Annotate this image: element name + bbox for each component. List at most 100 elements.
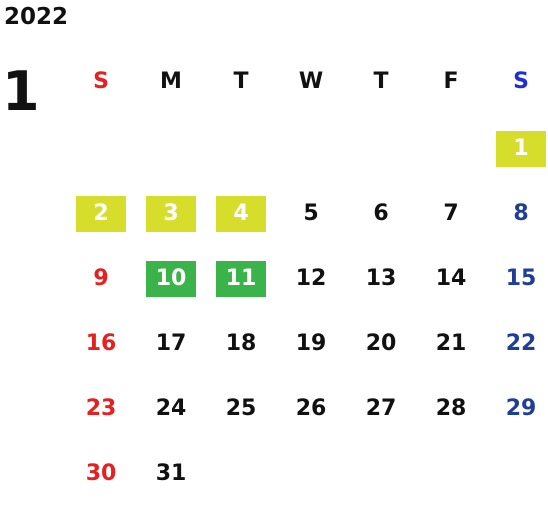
day-number <box>76 131 126 167</box>
weekday-tuesday: T <box>233 68 249 94</box>
week-row: 23 24 25 26 27 28 29 <box>66 376 548 441</box>
day-cell: 23 <box>66 376 136 441</box>
day-cell: 18 <box>206 311 276 376</box>
day-number-highlighted: 10 <box>146 260 196 297</box>
day-number: 24 <box>155 396 187 421</box>
day-cell: 4 <box>206 181 276 246</box>
week-row: 9 10 11 12 13 14 15 <box>66 246 548 311</box>
day-number: 17 <box>155 331 187 356</box>
calendar-grid: S M T W T F S 1 2 3 4 5 6 7 8 9 10 11 12… <box>66 46 548 506</box>
day-number: 30 <box>85 461 117 486</box>
day-number: 13 <box>365 266 397 291</box>
weekday-friday: F <box>443 68 459 94</box>
month-number: 1 <box>2 60 40 123</box>
day-number: 20 <box>365 331 397 356</box>
day-cell: 24 <box>136 376 206 441</box>
day-cell: 21 <box>416 311 486 376</box>
day-number <box>356 456 406 492</box>
day-cell: 9 <box>66 246 136 311</box>
day-number: 22 <box>505 331 537 356</box>
day-number: 28 <box>435 396 467 421</box>
day-number-highlighted: 4 <box>216 195 266 232</box>
day-number <box>216 456 266 492</box>
day-cell <box>346 441 416 506</box>
day-number: 6 <box>373 201 389 226</box>
day-number <box>426 131 476 167</box>
day-cell: 6 <box>346 181 416 246</box>
day-number: 26 <box>295 396 327 421</box>
day-cell: 20 <box>346 311 416 376</box>
day-cell <box>206 441 276 506</box>
day-number: 16 <box>85 331 117 356</box>
day-cell <box>276 116 346 181</box>
day-number: 25 <box>225 396 257 421</box>
weekday-monday: M <box>160 68 182 94</box>
year-label: 2022 <box>4 4 69 30</box>
day-number-highlighted: 11 <box>216 260 266 297</box>
day-number-highlighted: 1 <box>496 130 546 167</box>
day-cell: 5 <box>276 181 346 246</box>
day-cell: 14 <box>416 246 486 311</box>
week-row: 2 3 4 5 6 7 8 <box>66 181 548 246</box>
week-row: 1 <box>66 116 548 181</box>
day-cell: 25 <box>206 376 276 441</box>
day-cell <box>346 116 416 181</box>
day-number <box>286 456 336 492</box>
day-number: 31 <box>155 461 187 486</box>
day-number: 12 <box>295 266 327 291</box>
day-number <box>286 131 336 167</box>
day-number <box>426 456 476 492</box>
day-cell: 15 <box>486 246 548 311</box>
day-number: 9 <box>93 266 109 291</box>
day-cell: 31 <box>136 441 206 506</box>
day-cell: 17 <box>136 311 206 376</box>
day-cell <box>486 441 548 506</box>
week-row: 30 31 <box>66 441 548 506</box>
day-number: 7 <box>443 201 459 226</box>
day-cell: 30 <box>66 441 136 506</box>
day-number: 23 <box>85 396 117 421</box>
day-number <box>146 131 196 167</box>
week-row: 16 17 18 19 20 21 22 <box>66 311 548 376</box>
day-cell: 12 <box>276 246 346 311</box>
day-cell: 13 <box>346 246 416 311</box>
day-number: 5 <box>303 201 319 226</box>
day-cell <box>66 116 136 181</box>
day-cell: 28 <box>416 376 486 441</box>
day-number-highlighted: 2 <box>76 195 126 232</box>
day-cell: 19 <box>276 311 346 376</box>
weekday-saturday: S <box>513 68 529 94</box>
day-cell: 3 <box>136 181 206 246</box>
day-cell: 7 <box>416 181 486 246</box>
day-cell: 16 <box>66 311 136 376</box>
day-cell <box>416 441 486 506</box>
day-cell: 10 <box>136 246 206 311</box>
day-number <box>216 131 266 167</box>
weekday-sunday: S <box>93 68 109 94</box>
day-number: 21 <box>435 331 467 356</box>
weekday-wednesday: W <box>298 68 324 94</box>
day-number: 15 <box>505 266 537 291</box>
day-cell: 22 <box>486 311 548 376</box>
day-cell: 1 <box>486 116 548 181</box>
day-cell: 8 <box>486 181 548 246</box>
day-cell <box>206 116 276 181</box>
weekday-header-row: S M T W T F S <box>66 46 548 116</box>
day-number: 19 <box>295 331 327 356</box>
day-cell: 27 <box>346 376 416 441</box>
day-number: 18 <box>225 331 257 356</box>
day-number: 27 <box>365 396 397 421</box>
day-cell: 11 <box>206 246 276 311</box>
day-cell <box>136 116 206 181</box>
day-number: 29 <box>505 396 537 421</box>
day-cell: 29 <box>486 376 548 441</box>
day-number <box>356 131 406 167</box>
day-number: 8 <box>513 201 529 226</box>
day-cell: 2 <box>66 181 136 246</box>
day-number <box>496 456 546 492</box>
day-cell: 26 <box>276 376 346 441</box>
day-number-highlighted: 3 <box>146 195 196 232</box>
day-cell <box>276 441 346 506</box>
day-number: 14 <box>435 266 467 291</box>
day-cell <box>416 116 486 181</box>
